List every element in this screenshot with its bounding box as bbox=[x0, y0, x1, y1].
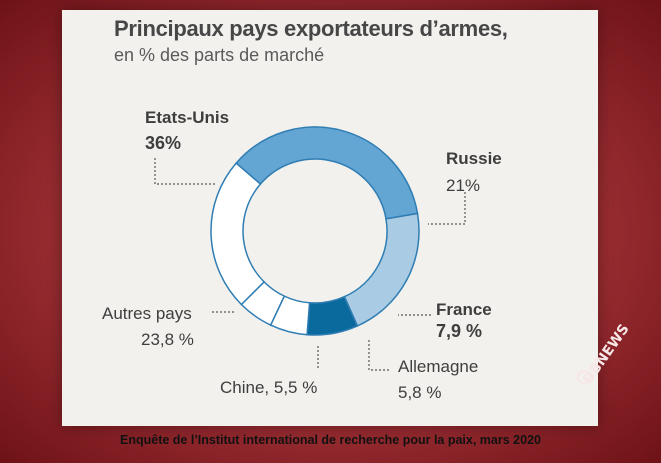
source-caption: Enquête de l’Institut international de r… bbox=[120, 433, 541, 447]
label-etats-unis-value: 36% bbox=[145, 133, 182, 153]
label-allemagne-value: 5,8 % bbox=[398, 383, 442, 402]
label-chine: Chine, 5,5 % bbox=[220, 378, 318, 397]
label-autres-pays-name: Autres pays bbox=[102, 304, 192, 323]
label-russie-value: 21% bbox=[446, 176, 481, 195]
label-france-value: 7,9 % bbox=[436, 321, 483, 341]
leader-line bbox=[368, 340, 390, 371]
watermark-logo-icon bbox=[577, 370, 591, 384]
label-etats-unis-name: Etats-Unis bbox=[145, 108, 230, 127]
donut-slice-etats-unis bbox=[235, 126, 419, 220]
label-russie-name: Russie bbox=[446, 149, 502, 168]
chart-panel: Principaux pays exportateurs d’armes, en… bbox=[62, 10, 598, 426]
leader-line bbox=[428, 192, 466, 225]
leader-line bbox=[154, 158, 217, 185]
chart-subtitle: en % des parts de marché bbox=[114, 45, 325, 65]
chart-title: Principaux pays exportateurs d’armes, bbox=[114, 16, 508, 41]
donut-slice-autres-pays bbox=[210, 162, 266, 306]
donut-slice-russie bbox=[343, 212, 420, 327]
label-allemagne-name: Allemagne bbox=[398, 357, 479, 376]
label-autres-pays-value: 23,8 % bbox=[141, 330, 194, 349]
label-france-name: France bbox=[436, 300, 492, 319]
donut-chart bbox=[154, 126, 466, 371]
